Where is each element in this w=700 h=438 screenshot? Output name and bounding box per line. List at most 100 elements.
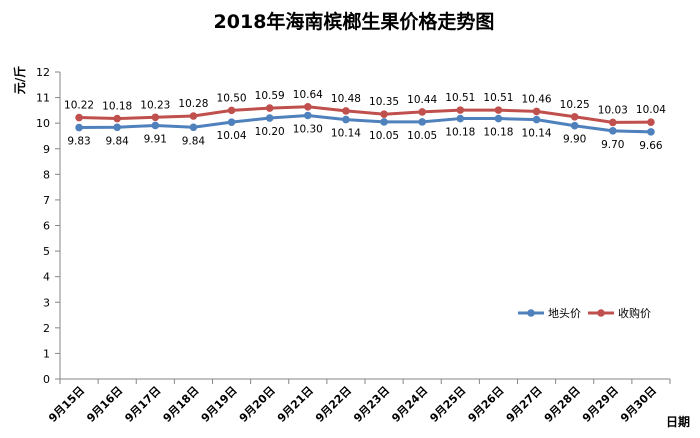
data-label: 10.05 [407, 130, 437, 142]
data-point [227, 106, 236, 115]
y-tick-label: 10 [36, 117, 50, 130]
data-point [494, 114, 503, 123]
data-point [342, 115, 350, 124]
data-point [265, 114, 274, 122]
series-line [79, 105, 651, 124]
data-label: 9.90 [563, 134, 586, 146]
data-point [570, 121, 579, 130]
data-label: 10.25 [560, 99, 590, 111]
y-tick-label: 6 [43, 220, 50, 233]
data-point [456, 106, 465, 114]
data-label: 10.20 [255, 126, 285, 138]
data-label: 10.18 [483, 127, 513, 139]
data-label: 10.48 [331, 93, 361, 105]
data-label: 10.50 [217, 92, 247, 104]
data-point [647, 118, 655, 126]
y-tick-label: 12 [36, 66, 50, 79]
x-tick-label: 9月24日 [389, 384, 430, 425]
data-label: 9.70 [601, 139, 624, 151]
legend-swatch-marker [597, 309, 605, 317]
y-tick-label: 7 [43, 194, 50, 207]
data-point [227, 118, 236, 126]
data-point [532, 115, 541, 124]
chart-title: 2018年海南槟榔生果价格走势图 [214, 10, 495, 33]
data-point [570, 112, 579, 121]
y-axis-label: 元/斤 [12, 66, 27, 94]
y-tick-label: 0 [43, 373, 50, 386]
y-tick-label: 4 [43, 271, 50, 284]
x-tick-label: 9月17日 [122, 384, 163, 425]
data-label: 10.23 [140, 99, 170, 111]
data-point [647, 128, 655, 136]
x-tick-label: 9月16日 [84, 384, 125, 425]
data-point [380, 110, 388, 119]
x-tick-label: 9月30日 [618, 384, 659, 425]
x-tick-label: 9月26日 [466, 384, 507, 425]
data-label: 9.91 [144, 133, 167, 145]
data-label: 9.84 [182, 135, 206, 147]
data-point [189, 123, 198, 132]
y-tick-label: 1 [43, 347, 50, 360]
y-tick-label: 11 [36, 92, 50, 105]
data-label: 10.51 [483, 92, 513, 104]
data-label: 10.18 [445, 127, 475, 139]
x-tick-label: 9月27日 [504, 384, 545, 425]
data-point [151, 113, 160, 122]
data-point [609, 118, 617, 127]
x-tick-label: 9月29日 [580, 384, 621, 425]
x-tick-label: 9月22日 [313, 384, 354, 425]
data-point [113, 114, 121, 123]
data-label: 10.04 [217, 130, 247, 142]
data-label: 9.83 [67, 136, 90, 148]
data-label: 10.05 [369, 130, 399, 142]
data-label: 10.35 [369, 96, 399, 108]
data-label: 10.51 [445, 92, 475, 104]
data-label: 9.84 [105, 135, 129, 147]
data-label: 10.14 [331, 128, 361, 140]
data-point [265, 104, 274, 112]
data-label: 10.04 [636, 104, 666, 116]
data-point [609, 127, 617, 135]
data-point [113, 123, 121, 132]
data-point [75, 123, 83, 132]
data-label: 10.64 [293, 89, 323, 101]
y-tick-label: 2 [43, 322, 50, 335]
data-point [75, 113, 83, 122]
x-tick-label: 9月18日 [161, 384, 202, 425]
data-point [418, 118, 426, 126]
x-tick-label: 9月15日 [46, 384, 87, 425]
x-tick-label: 9月20日 [237, 384, 278, 425]
data-point [304, 102, 312, 111]
data-point [494, 106, 503, 114]
data-label: 10.46 [522, 93, 552, 105]
legend-swatch-marker [527, 309, 535, 317]
x-tick-label: 9月23日 [351, 384, 392, 425]
y-tick-label: 3 [43, 296, 50, 309]
legend-label: 地头价 [548, 307, 581, 320]
x-tick-label: 9月19日 [199, 384, 240, 425]
data-label: 10.28 [178, 98, 208, 110]
data-label: 10.44 [407, 94, 437, 106]
data-label: 10.14 [522, 128, 552, 140]
data-label: 10.59 [255, 90, 285, 102]
data-point [151, 121, 160, 130]
x-tick-label: 9月21日 [275, 384, 316, 425]
data-point [380, 118, 388, 126]
x-tick-label: 9月25日 [427, 384, 468, 425]
data-point [189, 112, 198, 120]
data-point [304, 111, 312, 120]
data-point [342, 107, 350, 115]
data-label: 10.03 [598, 104, 628, 116]
data-label: 9.66 [639, 140, 663, 152]
y-tick-label: 9 [43, 143, 50, 156]
y-tick-label: 5 [43, 245, 50, 258]
legend-label: 收购价 [618, 306, 651, 320]
data-label: 10.30 [293, 123, 323, 135]
data-point [532, 107, 541, 116]
data-point [418, 108, 426, 116]
x-tick-label: 9月28日 [542, 384, 583, 425]
data-point [456, 114, 465, 123]
data-label: 10.22 [64, 100, 94, 112]
